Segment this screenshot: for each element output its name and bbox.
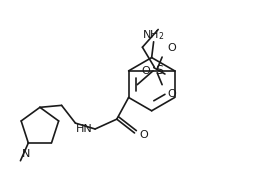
- Text: O: O: [167, 43, 176, 53]
- Text: HN: HN: [76, 124, 92, 134]
- Text: O: O: [141, 66, 150, 76]
- Text: O: O: [167, 89, 176, 99]
- Text: O: O: [140, 130, 148, 140]
- Text: N: N: [22, 149, 30, 159]
- Text: S: S: [155, 64, 163, 77]
- Text: NH$_2$: NH$_2$: [142, 28, 165, 42]
